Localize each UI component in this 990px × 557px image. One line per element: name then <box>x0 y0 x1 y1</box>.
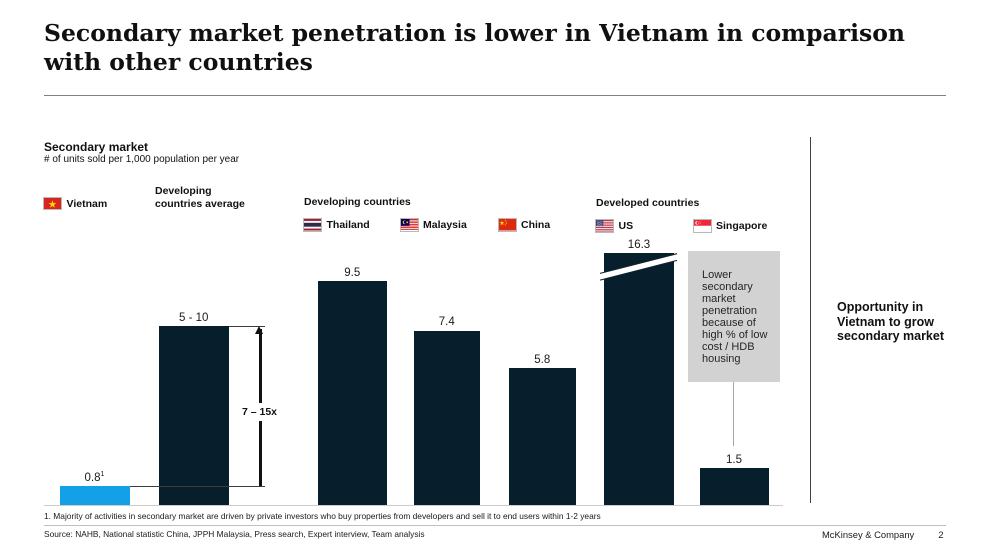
multiplier-label: 7 – 15x <box>230 403 289 421</box>
page-title-line1: Secondary market penetration is lower in… <box>44 19 906 47</box>
annotation-box: Lower secondary market penetration becau… <box>688 251 780 382</box>
legend-label-malaysia: Malaysia <box>423 219 467 231</box>
legend-label-singapore: Singapore <box>716 220 768 232</box>
bar-developing-average <box>158 326 229 505</box>
value-label-singapore: 1.5 <box>726 453 742 466</box>
bar-thailand <box>318 281 387 505</box>
bar-malaysia <box>413 330 480 505</box>
value-label-vietnam: 0.81 <box>84 470 105 484</box>
footnote: 1. Majority of activities in secondary m… <box>44 510 601 521</box>
legend-label-china: China <box>521 219 551 231</box>
chart-title: Secondary market <box>44 140 149 154</box>
page-title-line2: with other countries <box>44 48 313 76</box>
value-label-china: 5.8 <box>534 353 551 366</box>
legend-item-singapore: Singapore <box>692 219 768 233</box>
refline-bottom <box>129 486 265 487</box>
singapore-flag-icon <box>692 219 712 233</box>
value-label-us: 16.3 <box>627 238 651 251</box>
annotation-connector-line <box>733 382 734 446</box>
bar-vietnam <box>59 486 130 505</box>
malaysia-flag-icon <box>399 218 419 232</box>
page-number: 2 <box>938 528 944 540</box>
value-label-malaysia: 7.4 <box>438 316 455 329</box>
china-flag-icon <box>497 218 517 232</box>
legend-item-thailand: Thailand <box>303 218 370 232</box>
legend-item-china: China <box>497 218 551 232</box>
chart-subtitle: # of units sold per 1,000 population per… <box>44 154 240 165</box>
bar-china <box>509 368 576 505</box>
legend-label-vietnam: Vietnam <box>66 197 108 210</box>
page-title: Secondary market penetration is lower in… <box>44 19 964 77</box>
footer-divider <box>44 525 946 526</box>
bar-singapore <box>699 468 769 505</box>
thailand-flag-icon <box>303 218 322 232</box>
legend-item-vietnam: Vietnam <box>43 196 108 211</box>
axis-break-icon <box>599 253 678 281</box>
source-line: Source: NAHB, National statistic China, … <box>44 529 425 539</box>
right-note: Opportunity in Vietnam to grow secondary… <box>837 300 945 343</box>
legend-label-developing-average: Developing countries average <box>155 185 245 210</box>
legend-label-us: US <box>618 220 634 232</box>
value-label-developing-average: 5 - 10 <box>179 311 209 324</box>
legend-item-us: US <box>595 219 634 233</box>
legend-label-thailand: Thailand <box>326 219 370 231</box>
bar-us <box>604 253 674 505</box>
refline-top <box>229 326 265 327</box>
group-header-developing: Developing countries <box>304 195 411 208</box>
legend-item-malaysia: Malaysia <box>399 218 467 232</box>
brand: McKinsey & Company <box>822 528 915 540</box>
section-divider <box>809 137 811 503</box>
chart-baseline <box>44 505 783 506</box>
value-label-thailand: 9.5 <box>344 266 361 279</box>
multiplier-arrowhead-icon <box>255 326 264 334</box>
us-flag-icon <box>595 219 614 233</box>
group-header-developed: Developed countries <box>596 196 700 209</box>
vietnam-flag-icon <box>43 196 62 211</box>
title-divider <box>44 95 946 96</box>
